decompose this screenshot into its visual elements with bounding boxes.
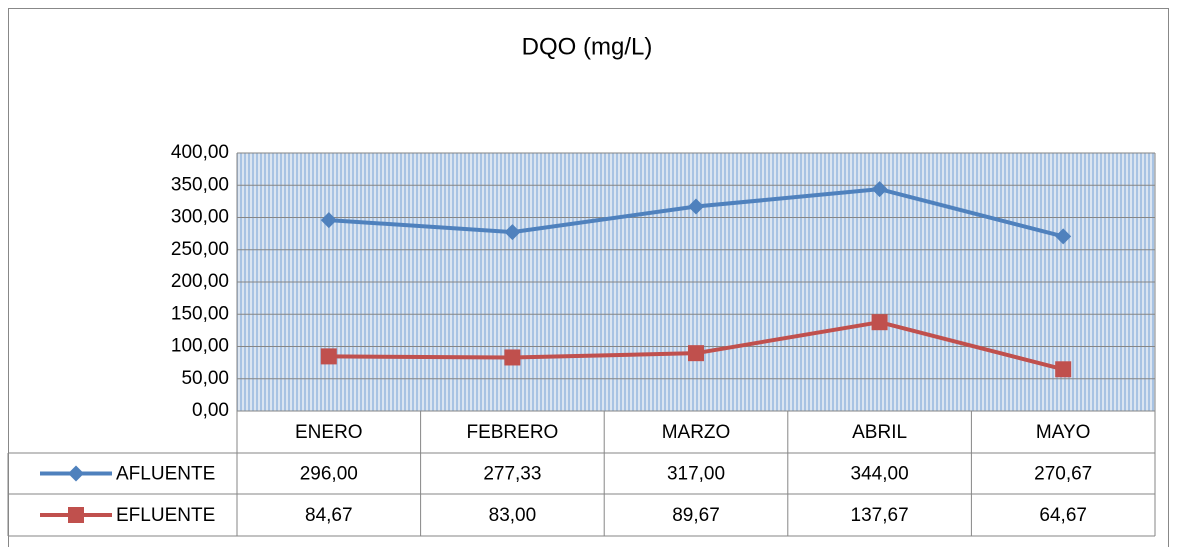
- x-tick-label: FEBRERO: [466, 422, 558, 443]
- data-point: [688, 345, 704, 361]
- table-value: 317,00: [667, 464, 725, 485]
- x-tick-label: ABRIL: [852, 422, 907, 443]
- y-tick-label: 350,00: [171, 174, 229, 195]
- table-value: 270,67: [1034, 464, 1092, 485]
- table-value: 83,00: [489, 505, 537, 526]
- data-point: [1055, 361, 1071, 377]
- table-value: 84,67: [305, 505, 353, 526]
- x-tick-label: ENERO: [295, 422, 363, 443]
- y-tick-label: 150,00: [171, 303, 229, 324]
- data-point: [504, 349, 520, 365]
- y-tick-label: 0,00: [192, 400, 229, 421]
- y-tick-label: 300,00: [171, 207, 229, 228]
- legend-label: AFLUENTE: [116, 464, 215, 485]
- table-value: 296,00: [300, 464, 358, 485]
- legend-label: EFLUENTE: [116, 505, 215, 526]
- chart-title: DQO (mg/L): [522, 33, 653, 60]
- table-value: 344,00: [851, 464, 909, 485]
- y-tick-label: 100,00: [171, 336, 229, 357]
- data-point: [321, 348, 337, 364]
- table-value: 89,67: [672, 505, 720, 526]
- legend-marker: [68, 466, 84, 482]
- y-tick-label: 50,00: [181, 368, 229, 389]
- x-tick-label: MAYO: [1036, 422, 1091, 443]
- y-tick-label: 200,00: [171, 271, 229, 292]
- table-value: 137,67: [851, 505, 909, 526]
- table-value: 64,67: [1039, 505, 1087, 526]
- data-point: [872, 314, 888, 330]
- y-tick-label: 250,00: [171, 239, 229, 260]
- table-value: 277,33: [483, 464, 541, 485]
- legend-marker: [68, 507, 84, 523]
- y-tick-label: 400,00: [171, 142, 229, 163]
- chart: DQO (mg/L) 0,00 50,00 100,00 150,00 200,00 25…: [0, 0, 1178, 547]
- x-tick-label: MARZO: [662, 422, 731, 443]
